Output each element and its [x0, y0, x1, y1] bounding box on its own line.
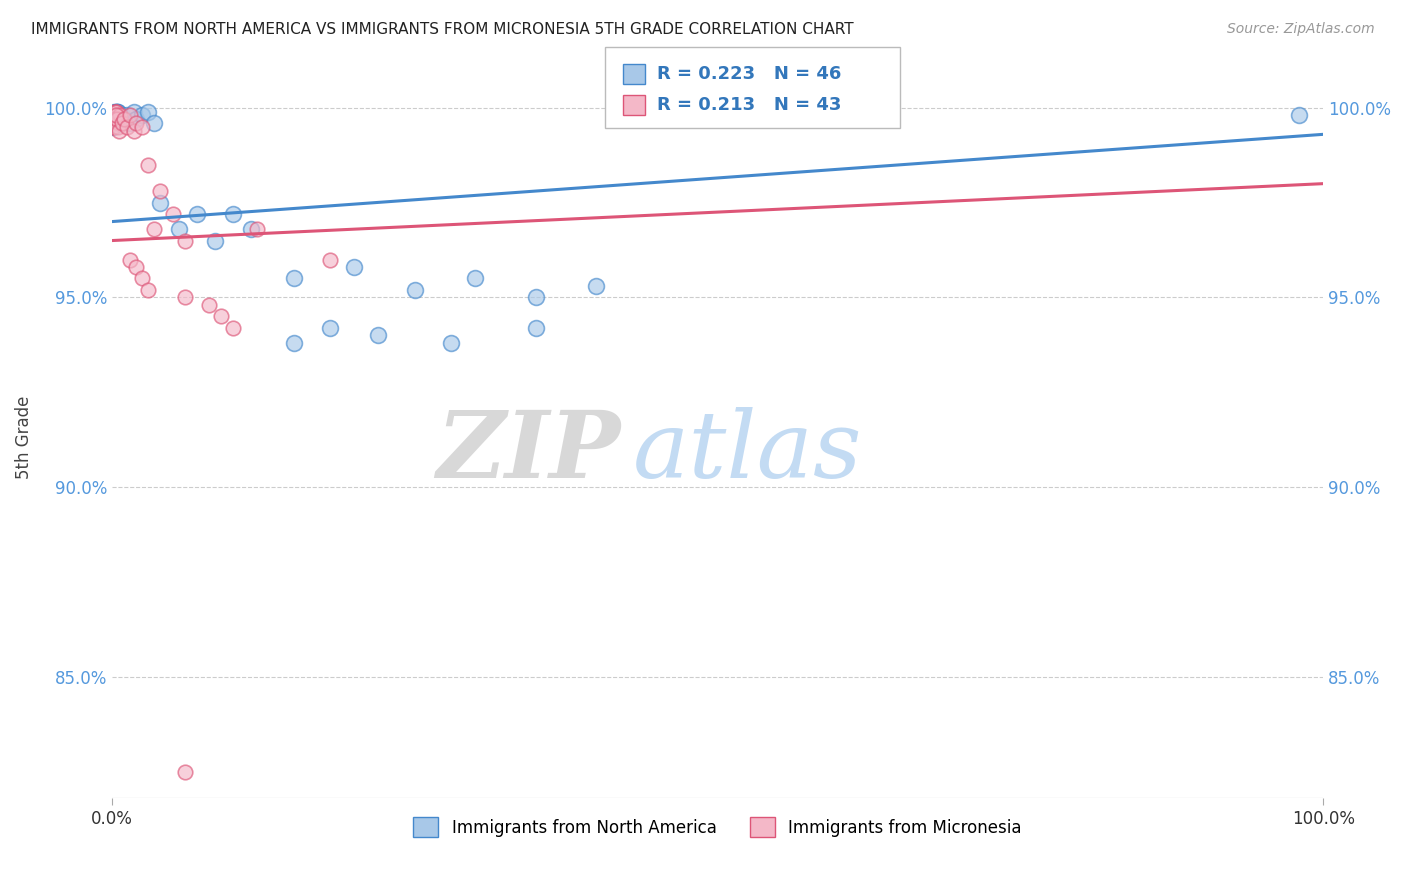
Point	[103, 116, 125, 130]
Text: IMMIGRANTS FROM NORTH AMERICA VS IMMIGRANTS FROM MICRONESIA 5TH GRADE CORRELATIO: IMMIGRANTS FROM NORTH AMERICA VS IMMIGRA…	[31, 22, 853, 37]
Point	[108, 123, 131, 137]
Point	[209, 310, 232, 324]
Point	[149, 195, 172, 210]
Point	[112, 112, 135, 127]
Point	[104, 108, 127, 122]
Point	[319, 252, 342, 267]
Point	[464, 271, 486, 285]
Point	[173, 290, 195, 304]
Text: ZIP: ZIP	[436, 408, 620, 497]
Point	[115, 120, 138, 134]
Point	[105, 104, 128, 119]
Point	[283, 271, 305, 285]
Point	[125, 112, 148, 127]
Point	[440, 335, 463, 350]
Point	[343, 260, 366, 274]
Point	[246, 222, 269, 236]
Point	[1288, 108, 1310, 122]
Point	[222, 320, 245, 334]
Point	[103, 120, 125, 134]
Point	[107, 104, 129, 119]
Point	[283, 335, 305, 350]
Point	[104, 104, 127, 119]
Point	[125, 116, 148, 130]
Point	[103, 108, 125, 122]
Point	[108, 112, 131, 127]
Point	[222, 207, 245, 221]
Point	[103, 108, 125, 122]
Point	[103, 112, 125, 127]
Legend: Immigrants from North America, Immigrants from Micronesia: Immigrants from North America, Immigrant…	[406, 810, 1028, 844]
Point	[105, 108, 128, 122]
Point	[107, 108, 129, 122]
Point	[367, 328, 389, 343]
Point	[103, 112, 125, 127]
Point	[125, 260, 148, 274]
Point	[167, 222, 190, 236]
Point	[120, 252, 142, 267]
Point	[198, 298, 221, 312]
Point	[103, 112, 125, 127]
Point	[103, 108, 125, 122]
Point	[103, 108, 125, 122]
Point	[104, 104, 127, 119]
Point	[131, 108, 153, 122]
Point	[103, 120, 125, 134]
Point	[319, 320, 342, 334]
Text: R = 0.213   N = 43: R = 0.213 N = 43	[657, 96, 841, 114]
Point	[104, 104, 127, 119]
Point	[104, 108, 127, 122]
Point	[105, 104, 128, 119]
Point	[103, 108, 125, 122]
Point	[103, 116, 125, 130]
Point	[149, 184, 172, 198]
Point	[186, 207, 208, 221]
Y-axis label: 5th Grade: 5th Grade	[15, 396, 32, 480]
Point	[105, 108, 128, 122]
Point	[143, 222, 166, 236]
Point	[524, 320, 547, 334]
Point	[104, 104, 127, 119]
Point	[120, 108, 142, 122]
Point	[120, 116, 142, 130]
Point	[122, 104, 145, 119]
Point	[104, 104, 127, 119]
Text: atlas: atlas	[633, 408, 862, 497]
Text: R = 0.223   N = 46: R = 0.223 N = 46	[657, 65, 841, 83]
Point	[107, 120, 129, 134]
Point	[143, 116, 166, 130]
Point	[136, 158, 159, 172]
Point	[131, 271, 153, 285]
Point	[162, 207, 184, 221]
Point	[112, 112, 135, 127]
Point	[131, 120, 153, 134]
Point	[173, 764, 195, 779]
Point	[585, 279, 607, 293]
Point	[103, 112, 125, 127]
Point	[110, 108, 132, 122]
Point	[136, 104, 159, 119]
Point	[111, 108, 134, 122]
Point	[404, 283, 426, 297]
Point	[240, 222, 263, 236]
Point	[108, 112, 131, 127]
Text: Source: ZipAtlas.com: Source: ZipAtlas.com	[1227, 22, 1375, 37]
Point	[105, 112, 128, 127]
Point	[136, 283, 159, 297]
Point	[204, 234, 226, 248]
Point	[103, 104, 125, 119]
Point	[173, 234, 195, 248]
Point	[524, 290, 547, 304]
Point	[107, 112, 129, 127]
Point	[115, 108, 138, 122]
Point	[111, 116, 134, 130]
Point	[105, 108, 128, 122]
Point	[108, 116, 131, 130]
Point	[103, 104, 125, 119]
Point	[110, 116, 132, 130]
Point	[122, 123, 145, 137]
Point	[103, 112, 125, 127]
